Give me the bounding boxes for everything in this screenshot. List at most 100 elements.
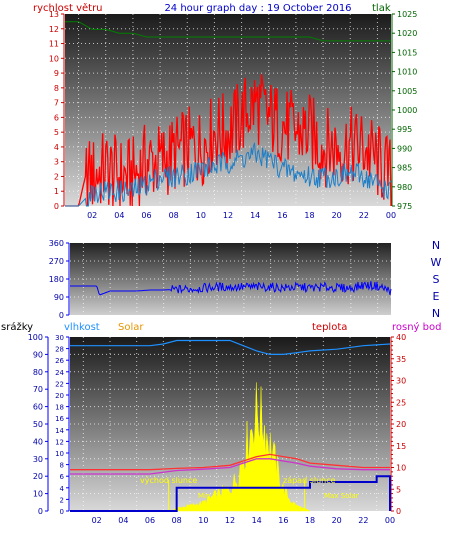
- temperature-line: [70, 453, 390, 471]
- wind-speed-line: [65, 74, 392, 207]
- panel-wind-series: [65, 21, 392, 207]
- chart-title: 24 hour graph day : 19 October 2016: [164, 3, 351, 14]
- y-tick-label: 1010: [397, 68, 417, 77]
- y-tick-label: 4: [54, 143, 59, 152]
- y-tick-label: 5: [54, 128, 59, 137]
- panel-wind-x-axis: 02 04 06 08 10 12 14 16 18 20 22 00: [87, 211, 396, 220]
- x-tick-label: 04: [114, 211, 124, 220]
- x-tick-label: 06: [141, 211, 151, 220]
- y-tick-label: 8: [54, 84, 59, 93]
- humidity-line: [70, 339, 391, 355]
- x-tick-label: 06: [145, 516, 155, 525]
- wind-direction-line: [70, 281, 392, 296]
- y-tick-label: 16: [55, 415, 64, 423]
- panel-temp-right-axis: 0 5 10 15 20 25 30 35 40: [390, 333, 406, 516]
- x-tick-label: 08: [172, 516, 182, 525]
- x-tick-label: 14: [250, 211, 260, 220]
- compass-label: N: [432, 239, 440, 252]
- y-tick-label: 12: [55, 438, 64, 446]
- y-tick-label: 6: [60, 473, 65, 481]
- compass-label: W: [431, 256, 442, 269]
- x-tick-label: 20: [332, 211, 342, 220]
- wind-average-line: [65, 142, 392, 207]
- y-tick-label: 0: [54, 202, 59, 211]
- rain-line: [70, 475, 391, 512]
- x-tick-label: 20: [332, 516, 342, 525]
- x-tick-label: 10: [196, 211, 206, 220]
- pressure-line: [65, 21, 391, 42]
- y-tick-label: 20: [396, 420, 406, 429]
- y-tick-label: 360: [49, 239, 64, 248]
- y-tick-label: 270: [49, 257, 64, 266]
- y-tick-label: 10: [55, 450, 64, 458]
- y-tick-label: 1020: [397, 29, 417, 38]
- y-tick-label: 26: [55, 357, 64, 365]
- y-tick-label: 4: [60, 485, 65, 493]
- y-tick-label: 2: [54, 172, 59, 181]
- y-tick-label: 8: [60, 462, 64, 470]
- right-axis-title: tlak: [372, 3, 391, 14]
- y-tick-label: 1005: [397, 87, 417, 96]
- y-tick-label: 13: [49, 10, 59, 19]
- y-tick-label: 35: [396, 355, 406, 364]
- y-tick-label: 25: [396, 398, 406, 407]
- y-tick-label: 11: [49, 40, 59, 49]
- solar-label: Solar: [118, 322, 144, 333]
- y-tick-label: 7: [54, 99, 59, 108]
- y-tick-label: 30: [33, 455, 43, 464]
- left-axis-title: rychlost větru: [33, 2, 103, 14]
- humidity-label: vlhkost: [64, 322, 100, 333]
- x-tick-label: 18: [305, 516, 315, 525]
- y-tick-label: 20: [33, 472, 43, 481]
- y-tick-label: 14: [55, 427, 64, 435]
- y-tick-label: 1: [54, 187, 59, 196]
- y-tick-label: 995: [397, 125, 412, 134]
- y-tick-label: 90: [33, 350, 43, 359]
- panel-wind-right-axis: 975 980 985 990 995 1000 1005 1010 1015 1020 1025: [391, 10, 417, 211]
- y-tick-label: 1000: [397, 106, 417, 115]
- x-tick-label: 02: [87, 211, 97, 220]
- y-tick-label: 30: [396, 377, 406, 386]
- y-tick-label: 5: [396, 485, 401, 494]
- panel-wind-background: [65, 14, 391, 206]
- x-tick-label: 12: [223, 211, 233, 220]
- panel-direction-left-axis: 0 90 180 270 360: [49, 239, 70, 320]
- y-tick-label: 9: [54, 69, 59, 78]
- y-tick-label: 1015: [397, 48, 417, 57]
- sunset-annotation: západ slunce: [283, 476, 336, 485]
- compass-label: E: [433, 290, 440, 303]
- y-tick-label: 980: [397, 183, 412, 192]
- x-tick-label: 02: [92, 516, 102, 525]
- y-tick-label: 0: [60, 508, 64, 516]
- rain-label: srážky: [1, 321, 33, 333]
- y-tick-label: 18: [55, 404, 64, 412]
- y-tick-label: 15: [396, 442, 406, 451]
- y-tick-label: 100: [28, 333, 43, 342]
- x-tick-label: 14: [252, 516, 262, 525]
- min-solar-annotation: Min Solar: [198, 492, 231, 500]
- y-tick-label: 975: [397, 202, 412, 211]
- y-tick-label: 24: [55, 369, 64, 377]
- x-tick-label: 22: [359, 211, 369, 220]
- panel-temp-left-axis: 0 10 20 30 40 50 60 70 80 90 100: [28, 333, 49, 516]
- y-tick-label: 40: [396, 333, 406, 342]
- dewpoint-line: [70, 458, 390, 475]
- x-tick-label: 00: [386, 211, 396, 220]
- compass-label: S: [433, 273, 440, 286]
- y-tick-label: 2: [60, 496, 64, 504]
- y-tick-label: 70: [33, 385, 43, 394]
- y-tick-label: 10: [33, 490, 43, 499]
- panel-direction-series: [70, 281, 392, 296]
- panel-direction-grid: [70, 243, 391, 315]
- sunrise-annotation: východ slunce: [140, 476, 197, 485]
- y-tick-label: 6: [54, 113, 59, 122]
- x-tick-label: 00: [385, 516, 395, 525]
- y-tick-label: 90: [54, 293, 64, 302]
- x-tick-label: 22: [358, 516, 368, 525]
- x-tick-label: 16: [277, 211, 287, 220]
- x-tick-label: 12: [225, 516, 235, 525]
- y-tick-label: 0: [38, 507, 43, 516]
